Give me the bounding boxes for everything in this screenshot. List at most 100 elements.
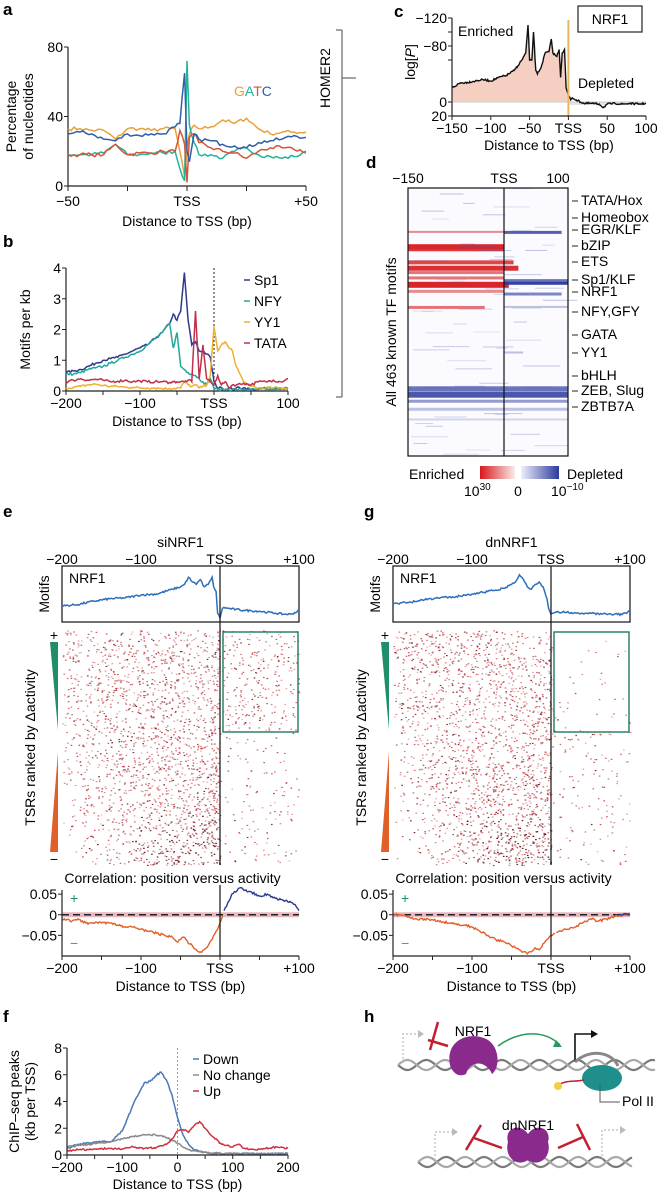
heatmap-dot [214, 715, 217, 718]
heatmap-dot [516, 751, 518, 754]
heatmap-dot [210, 852, 213, 854]
heatmap-dot [177, 695, 180, 697]
heatmap-dot [138, 826, 141, 828]
correlation-negative-line-right [556, 914, 628, 934]
heatmap-dot [67, 742, 69, 744]
heatmap-dot [577, 780, 580, 782]
heatmap-dot [164, 803, 166, 805]
heatmap-dot [118, 741, 121, 743]
heatmap-dot [114, 783, 116, 785]
heatmap-dot [125, 841, 128, 843]
heatmap-dot [475, 722, 478, 724]
heatmap-dot [252, 809, 255, 811]
heatmap-dot [539, 758, 542, 760]
heatmap-dot [563, 751, 566, 753]
heatmap-dot [175, 859, 177, 862]
heatmap-dot [412, 792, 415, 794]
heatmap-dot [505, 841, 508, 843]
heatmap-dot [182, 852, 184, 854]
heatmap-dot [400, 637, 402, 639]
heatmap-dot [435, 743, 437, 745]
heatmap-dot [169, 756, 171, 758]
heatmap-dot [176, 758, 179, 760]
heatmap-dot [449, 634, 451, 636]
heatmap-dot [460, 842, 462, 844]
heatmap-dot [178, 747, 181, 750]
heatmap-dot [101, 700, 103, 702]
heatmap-dot [159, 852, 162, 854]
heatmap-dot [461, 670, 463, 672]
heatmap-dot [168, 834, 171, 836]
heatmap-dot [139, 634, 142, 636]
heatmap-dot [482, 668, 484, 670]
heatmap-dot [77, 643, 80, 645]
heatmap-dot [204, 642, 207, 644]
heatmap-dot [539, 717, 542, 719]
heatmap-dot [207, 837, 209, 839]
heatmap-dot [150, 727, 153, 729]
heatmap-dot [156, 862, 159, 864]
heatmap-dot [139, 850, 141, 852]
heatmap-dot [244, 697, 246, 699]
heatmap-dot [464, 700, 467, 702]
heatmap-dot [166, 831, 168, 834]
heatmap-dot [184, 823, 187, 825]
x-axis-label: Distance to TSS (bp) [447, 978, 577, 994]
heatmap-dot [533, 677, 535, 679]
heatmap-dot [254, 858, 257, 861]
heatmap-dot [185, 779, 187, 782]
heatmap-dot [283, 661, 285, 663]
heatmap-dot [128, 681, 130, 683]
heatmap-dot [241, 673, 243, 675]
heatmap-dot [132, 653, 135, 655]
heatmap-dot [177, 679, 180, 681]
heatmap-dot [121, 759, 124, 761]
heatmap-dot [171, 753, 174, 755]
heatmap-dot [185, 753, 188, 755]
heatmap-dot [79, 761, 82, 763]
heatmap-dot [174, 686, 176, 688]
heatmap-dot [430, 760, 433, 762]
heatmap-dot [493, 630, 495, 632]
heatmap-dot [511, 652, 513, 654]
heatmap-dot [244, 852, 246, 855]
heatmap-speck [484, 413, 523, 415]
heatmap-dot [434, 804, 436, 807]
heatmap-dot [290, 670, 293, 672]
heatmap-dot [80, 652, 82, 654]
heatmap-dot [138, 640, 140, 643]
heatmap-dot [202, 684, 205, 686]
heatmap-dot [250, 689, 253, 691]
heatmap-dot [478, 849, 481, 851]
heatmap-dot [277, 860, 280, 862]
heatmap-dot [526, 837, 529, 840]
heatmap-y-label: TSRs ranked by Δactivity [353, 669, 369, 825]
heatmap-dot [263, 715, 266, 717]
heatmap-dot [535, 659, 538, 661]
heatmap-dot [207, 680, 209, 682]
heatmap-dot [465, 767, 468, 769]
heatmap-dot [468, 785, 470, 787]
heatmap-dot [94, 677, 97, 679]
heatmap-dot [218, 727, 221, 729]
heatmap-dot [469, 821, 472, 823]
heatmap-dot [133, 787, 135, 789]
heatmap-dot [196, 815, 198, 817]
heatmap-dot [403, 794, 406, 796]
heatmap-dot [199, 808, 201, 810]
heatmap-dot [110, 669, 113, 671]
heatmap-dot [168, 647, 171, 649]
heatmap-dot [100, 651, 103, 653]
heatmap-dot [203, 699, 206, 701]
heatmap-dot [125, 699, 128, 701]
heatmap-dot [447, 743, 449, 745]
heatmap-dot [89, 696, 91, 698]
heatmap-dot [590, 843, 592, 845]
heatmap-dot [445, 774, 447, 776]
heatmap-dot [457, 798, 460, 800]
plus-sign: + [70, 890, 78, 906]
heatmap-dot [460, 720, 463, 722]
heatmap-dot [135, 658, 137, 660]
heatmap-dot [175, 655, 178, 657]
